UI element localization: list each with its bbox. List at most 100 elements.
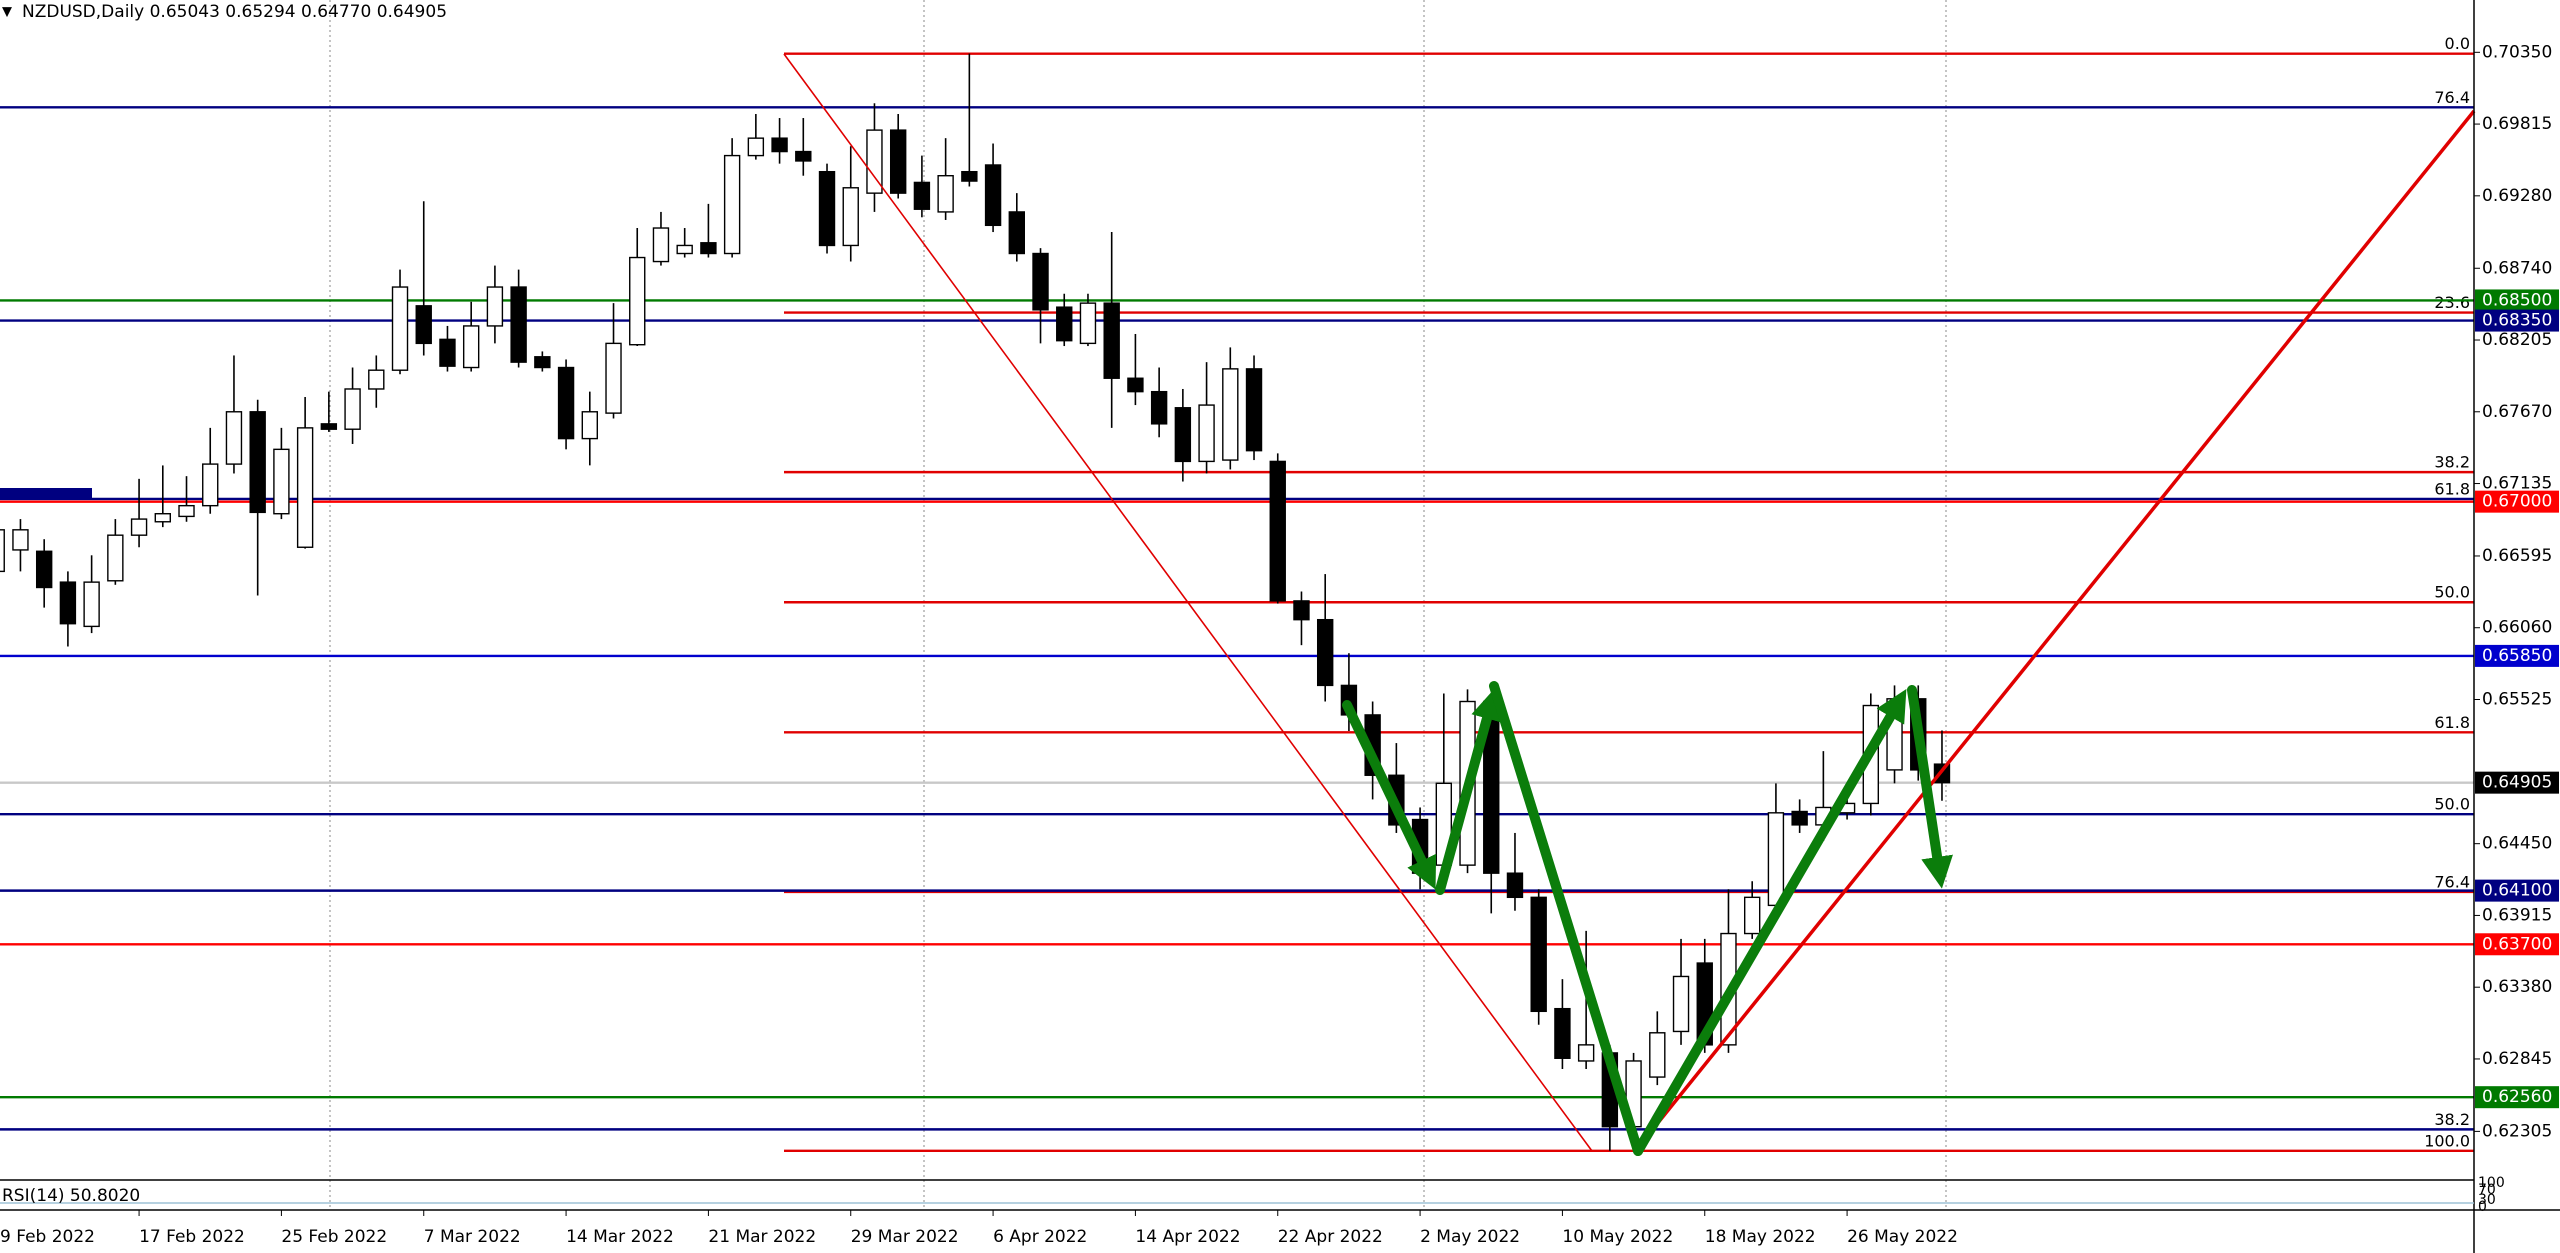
candle-body	[1506, 872, 1524, 899]
y-tick-label: 0.67670	[2482, 402, 2552, 422]
candle-body	[510, 286, 527, 363]
price-box-label: 0.63700	[2482, 934, 2552, 954]
candle-body	[581, 411, 598, 440]
rsi-tick-label: 100	[2478, 1175, 2505, 1191]
trend-line	[783, 53, 1593, 1152]
x-tick-label: 22 Apr 2022	[1278, 1227, 1383, 1247]
x-tick-label: 17 Feb 2022	[139, 1227, 245, 1247]
y-tick-label: 0.70350	[2482, 42, 2552, 62]
candle-body	[486, 286, 504, 327]
y-tick-label: 0.66595	[2482, 546, 2552, 566]
x-tick-label: 7 Mar 2022	[424, 1227, 521, 1247]
arrow	[1907, 685, 1953, 889]
candle-body	[0, 529, 5, 573]
candle-body	[1103, 302, 1120, 379]
candle-body	[723, 154, 741, 255]
price-box	[2475, 490, 2559, 513]
level-block	[0, 488, 92, 498]
menu-arrow[interactable]: ▼	[2, 5, 12, 20]
price-box	[2475, 879, 2559, 902]
candle-body	[1649, 1032, 1666, 1078]
y-tick-label: 0.63380	[2482, 977, 2552, 997]
candle-body	[462, 325, 480, 369]
y-tick-label: 0.68740	[2482, 258, 2552, 278]
candle-body	[1032, 252, 1049, 311]
y-tick-label: 0.62305	[2482, 1121, 2552, 1141]
price-box-label: 0.64100	[2482, 881, 2552, 901]
candle-body	[818, 170, 836, 247]
candle-body	[273, 448, 290, 515]
candle-body	[202, 463, 219, 507]
arrow	[1435, 687, 1503, 895]
candle-body	[1530, 896, 1547, 1013]
y-tick-label: 0.69280	[2482, 186, 2552, 206]
y-tick-label: 0.67135	[2482, 474, 2552, 494]
x-tick-label: 29 Mar 2022	[851, 1227, 959, 1247]
arrow	[1342, 700, 1437, 890]
candle-body	[1269, 460, 1286, 602]
candle-body	[866, 129, 883, 194]
rsi-label: RSI(14) 50.8020	[2, 1186, 140, 1206]
x-tick-label: 18 May 2022	[1705, 1227, 1816, 1247]
fib-label: 50.0	[2434, 583, 2470, 602]
fib-label: 100.0	[2424, 1131, 2470, 1150]
candle-body	[368, 369, 385, 390]
candle-body	[1791, 810, 1808, 826]
candle-body	[1672, 975, 1690, 1033]
candle-body	[1198, 404, 1215, 463]
candle-body	[842, 187, 859, 247]
candle-body	[344, 388, 361, 430]
x-tick-label: 10 May 2022	[1562, 1227, 1673, 1247]
candle-body	[107, 534, 124, 582]
candle-body	[391, 286, 409, 371]
x-tick-label: 21 Mar 2022	[708, 1227, 816, 1247]
candle-body	[1554, 1007, 1571, 1059]
x-tick-label: 14 Apr 2022	[1135, 1227, 1240, 1247]
fib-label: 38.2	[2434, 1110, 2470, 1129]
price-box-label: 0.68350	[2482, 311, 2552, 331]
price-box	[2475, 309, 2559, 332]
candle-body	[700, 242, 717, 255]
candle-body	[747, 137, 765, 157]
candle-body	[12, 529, 29, 551]
candle-body	[629, 256, 646, 346]
fib-label: 50.0	[2434, 795, 2470, 814]
x-tick-label: 14 Mar 2022	[566, 1227, 674, 1247]
rsi-tick-label: 30	[2478, 1192, 2496, 1208]
fib-label: 76.4	[2434, 88, 2470, 107]
trend-line	[1634, 109, 2476, 1152]
candle-body	[1150, 390, 1168, 425]
arrow	[1489, 681, 1643, 1156]
candle-body	[1577, 1044, 1595, 1062]
candle-body	[889, 129, 907, 194]
x-tick-label: 9 Feb 2022	[0, 1227, 95, 1247]
price-box-label: 0.65850	[2482, 646, 2552, 666]
arrow	[1633, 688, 1907, 1156]
fib-label: 61.8	[2434, 713, 2470, 732]
drawings	[783, 53, 2476, 1156]
fib-label: 23.6	[2434, 293, 2470, 312]
price-box	[2475, 289, 2559, 312]
candle-body	[1008, 211, 1025, 255]
candle-body	[130, 518, 148, 536]
candle-body	[913, 181, 931, 210]
candle-body	[249, 411, 266, 514]
levels: 0.0 23.6 38.2 50.0 61.8 76.4 100.0 76.4 61.8 50.0…	[0, 34, 2474, 1153]
candle-body	[1174, 407, 1192, 463]
x-tick-label: 2 May 2022	[1420, 1227, 1520, 1247]
candle-body	[1056, 306, 1073, 342]
candle-body	[1245, 368, 1263, 452]
candle-body	[961, 170, 978, 182]
price-box	[2475, 933, 2559, 956]
candle-body	[676, 244, 693, 255]
candle-body	[937, 175, 954, 213]
y-tick-label: 0.66060	[2482, 618, 2552, 638]
candle-body	[415, 305, 432, 345]
price-box-label: 0.64905	[2482, 773, 2552, 793]
fib-label: 0.0	[2445, 34, 2470, 53]
candle-body	[439, 338, 456, 367]
